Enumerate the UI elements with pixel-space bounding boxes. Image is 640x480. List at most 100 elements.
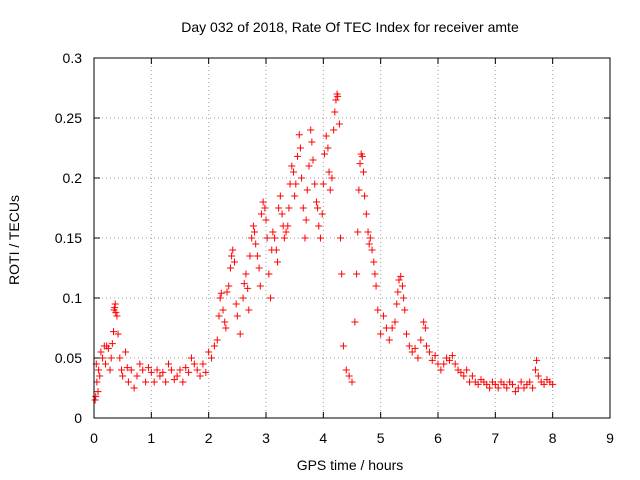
data-point: [339, 342, 347, 350]
data-point: [228, 252, 236, 260]
data-point: [185, 368, 193, 376]
data-point: [229, 246, 237, 254]
data-point: [353, 270, 361, 278]
data-point: [116, 354, 124, 362]
y-tick-label: 0.2: [63, 170, 83, 186]
data-point: [351, 318, 359, 326]
data-point: [242, 270, 250, 278]
data-point: [253, 252, 261, 260]
data-point: [162, 378, 170, 386]
data-point: [252, 240, 260, 248]
data-point: [397, 272, 405, 280]
data-point: [249, 222, 257, 230]
data-point: [133, 372, 141, 380]
data-point: [159, 368, 167, 376]
data-point: [342, 366, 350, 374]
data-point: [295, 131, 303, 139]
data-point: [331, 108, 339, 116]
data-point: [315, 222, 323, 230]
data-point: [405, 342, 413, 350]
x-tick-label: 9: [606, 430, 614, 446]
data-point: [245, 306, 253, 314]
data-point: [182, 364, 190, 372]
data-point: [316, 234, 324, 242]
data-point: [370, 258, 378, 266]
y-tick-label: 0: [74, 410, 82, 426]
data-point: [312, 198, 320, 206]
data-point: [348, 378, 356, 386]
data-point: [394, 288, 402, 296]
data-point: [307, 126, 315, 134]
data-point: [232, 300, 240, 308]
data-point: [533, 356, 541, 364]
data-point: [320, 150, 328, 158]
data-point: [457, 368, 465, 376]
data-point: [202, 368, 210, 376]
data-point: [95, 366, 103, 374]
data-point: [107, 354, 115, 362]
data-point: [338, 270, 346, 278]
data-point: [368, 246, 376, 254]
data-point: [196, 372, 204, 380]
data-point: [233, 312, 241, 320]
data-point: [303, 186, 311, 194]
data-point: [217, 289, 225, 297]
data-point: [119, 372, 127, 380]
data-point: [153, 366, 161, 374]
data-point: [319, 180, 327, 188]
data-point: [540, 380, 548, 388]
data-point: [483, 380, 491, 388]
data-point: [372, 282, 380, 290]
x-tick-label: 6: [434, 430, 442, 446]
data-point: [165, 360, 173, 368]
data-point: [92, 392, 100, 400]
data-point: [322, 132, 330, 140]
x-tick-label: 8: [549, 430, 557, 446]
data-point: [285, 204, 293, 212]
data-point: [208, 354, 216, 362]
data-point: [486, 384, 494, 392]
data-point: [549, 380, 557, 388]
data-point: [147, 368, 155, 376]
data-point: [246, 252, 254, 260]
data-point: [176, 366, 184, 374]
data-point: [273, 258, 281, 266]
x-tick-label: 1: [147, 430, 155, 446]
data-point: [230, 258, 238, 266]
data-point: [269, 228, 277, 236]
data-point: [345, 372, 353, 380]
data-point: [276, 192, 284, 200]
data-point: [222, 324, 230, 332]
data-point: [282, 228, 290, 236]
data-point: [219, 306, 227, 314]
data-point: [291, 192, 299, 200]
data-point: [190, 360, 198, 368]
data-point: [298, 174, 306, 182]
data-point: [294, 152, 302, 160]
data-point: [428, 356, 436, 364]
x-tick-label: 7: [491, 430, 499, 446]
data-point: [311, 180, 319, 188]
data-point: [417, 336, 425, 344]
data-point: [210, 342, 218, 350]
data-point: [377, 330, 385, 338]
data-point: [123, 364, 131, 372]
x-tick-label: 5: [377, 430, 385, 446]
data-point: [531, 366, 539, 374]
data-point: [365, 240, 373, 248]
data-point: [104, 344, 112, 352]
data-point: [236, 330, 244, 338]
data-point: [445, 356, 453, 364]
data-point: [401, 306, 409, 314]
data-point: [101, 360, 109, 368]
data-point: [299, 204, 307, 212]
data-point: [411, 344, 419, 352]
data-point: [359, 168, 367, 176]
data-point: [314, 204, 322, 212]
data-point: [421, 324, 429, 332]
data-point: [388, 324, 396, 332]
data-point: [93, 378, 101, 386]
data-point: [534, 372, 542, 380]
data-point: [337, 234, 345, 242]
